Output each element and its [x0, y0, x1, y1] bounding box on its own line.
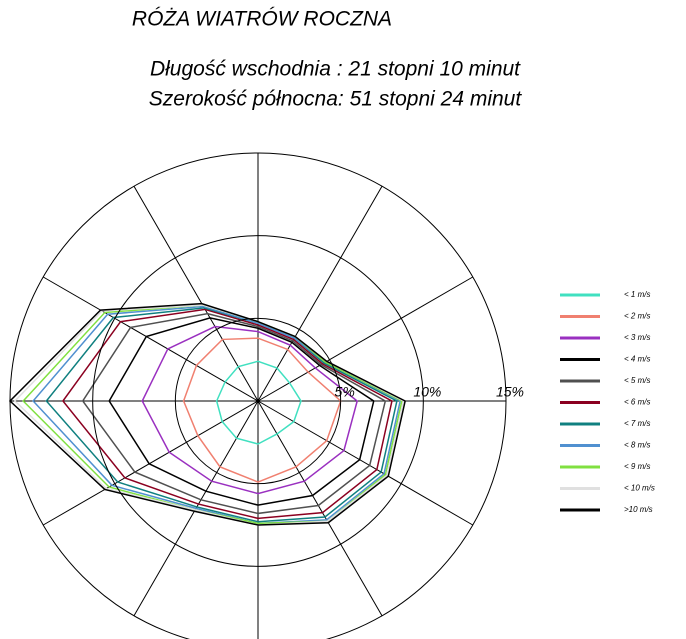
- legend-label: < 5 m/s: [624, 376, 650, 385]
- spoke: [257, 400, 474, 526]
- ring: [174, 317, 342, 485]
- legend-label: < 10 m/s: [624, 484, 655, 493]
- series-line: [32, 305, 402, 525]
- ring: [9, 152, 507, 639]
- legend-label: < 8 m/s: [624, 441, 650, 450]
- series-line: [45, 307, 398, 523]
- series-line: [81, 312, 387, 515]
- chart-subtitle: Długość wschodnia : 21 stopni 10 minut: [150, 58, 521, 81]
- ring-label: 15%: [496, 384, 524, 400]
- legend-label: < 4 m/s: [624, 355, 650, 364]
- series-line: [215, 360, 302, 445]
- series-line: [108, 317, 375, 506]
- spoke: [42, 276, 259, 402]
- legend-label: < 6 m/s: [624, 398, 650, 407]
- spoke: [257, 276, 474, 402]
- legend-label: < 7 m/s: [624, 419, 650, 428]
- spoke: [133, 185, 259, 402]
- legend-label: < 2 m/s: [624, 312, 650, 321]
- legend-label: < 9 m/s: [624, 462, 650, 471]
- chart-title: RÓŻA WIATRÓW ROCZNA: [132, 8, 392, 31]
- series-line: [22, 304, 403, 525]
- legend-label: >10 m/s: [624, 505, 653, 514]
- series-line: [8, 302, 407, 526]
- spoke: [257, 400, 383, 617]
- series-line: [61, 308, 393, 520]
- ring-label: 10%: [413, 384, 441, 400]
- spoke: [257, 185, 383, 402]
- chart-subtitle: Szerokość północna: 51 stopni 24 minut: [149, 88, 523, 111]
- ring: [92, 235, 424, 567]
- ring-label: 5%: [335, 384, 355, 400]
- legend-label: < 3 m/s: [624, 333, 650, 342]
- series-line: [141, 325, 359, 495]
- legend-label: < 1 m/s: [624, 290, 650, 299]
- series-line: [182, 337, 342, 483]
